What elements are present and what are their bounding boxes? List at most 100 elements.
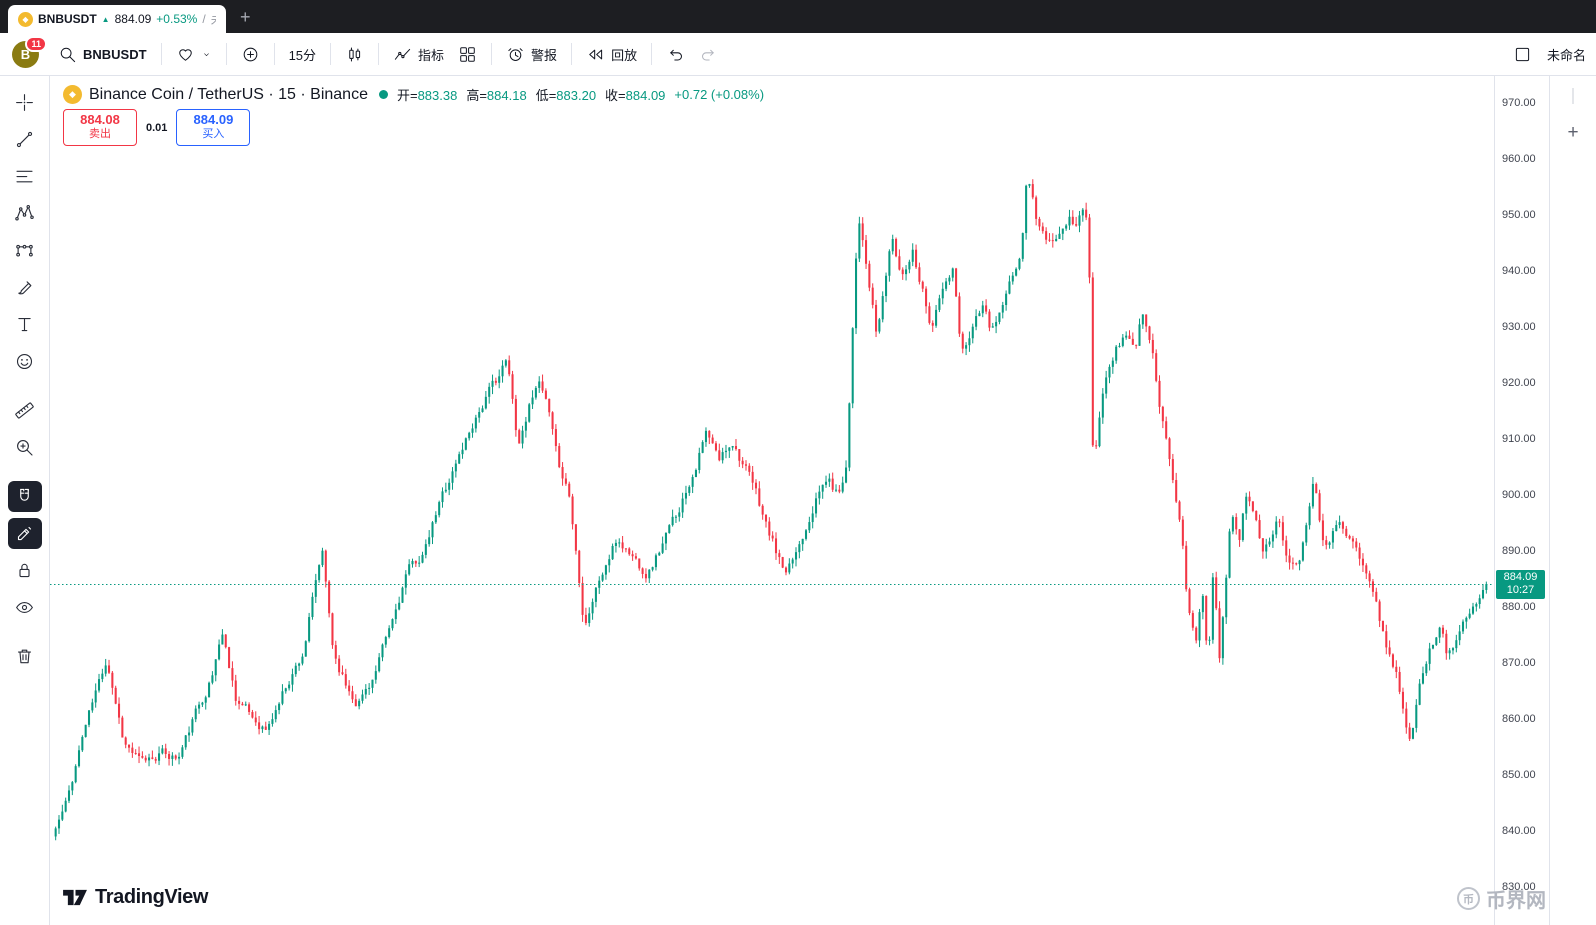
toolbar-separator <box>378 43 380 65</box>
price-tick: 900.00 <box>1502 488 1536 501</box>
layout-name[interactable]: 未命名 <box>1546 47 1586 63</box>
ohlc-values: 开=883.38 高=884.18 低=883.20 收=884.09 +0.7… <box>397 85 764 104</box>
price-tick: 930.00 <box>1502 320 1536 333</box>
open-value: 883.38 <box>417 88 458 103</box>
panel-drag-handle[interactable] <box>1572 88 1574 104</box>
user-avatar[interactable]: B 11 <box>12 35 47 68</box>
tradingview-logo-text: TradingView <box>95 886 209 908</box>
low-label: 低= <box>535 88 557 103</box>
ruler-icon <box>14 400 35 421</box>
site-watermark: 币 币界网 <box>1457 884 1546 913</box>
hide-drawings-button[interactable] <box>6 589 44 626</box>
replay-button[interactable]: 回放 <box>579 40 644 69</box>
brush-tool-button[interactable] <box>6 269 44 306</box>
undo-button[interactable] <box>659 40 692 69</box>
toolbar-right-group: 未命名 <box>1506 40 1586 69</box>
price-tick: 880.00 <box>1502 600 1536 613</box>
toolbar-separator <box>160 43 162 65</box>
avatar-initial: B <box>20 46 31 62</box>
interval-button-label: 15分 <box>288 47 317 63</box>
toolbar-separator <box>571 43 573 65</box>
price-tick: 850.00 <box>1502 768 1536 781</box>
symbol-title[interactable]: Binance Coin / TetherUS · 15 · Binance <box>89 85 368 103</box>
indicators-icon <box>393 45 412 64</box>
lock-all-drawings-button[interactable] <box>6 552 44 589</box>
price-tick: 970.00 <box>1502 96 1536 109</box>
toolbar-separator <box>491 43 493 65</box>
price-axis[interactable]: 970.00 960.00 950.00 940.00 930.00 920.00 910.… <box>1494 76 1549 925</box>
symbol-search-button[interactable]: BNBUSDT <box>51 40 154 69</box>
symbol-search-button-label: BNBUSDT <box>83 46 147 62</box>
toolbar-separator <box>225 43 227 65</box>
last-price-value: 884.09 <box>1503 571 1538 584</box>
interval-button[interactable]: 15分 <box>282 40 323 69</box>
text-tool-button[interactable] <box>6 306 44 343</box>
spread-value: 0.01 <box>146 121 168 134</box>
trash-icon <box>14 646 35 667</box>
trade-buttons: 884.08 卖出 0.01 884.09 买入 <box>63 109 251 146</box>
toolbar-separator <box>651 43 653 65</box>
layout-grid-button[interactable] <box>451 40 484 69</box>
indicators-button-label: 指标 <box>418 47 445 63</box>
toolbar-separator <box>330 43 332 65</box>
ruler-tool-button[interactable] <box>6 392 44 429</box>
price-tick: 840.00 <box>1502 824 1536 837</box>
fib-retracement-tool-button[interactable] <box>6 158 44 195</box>
compare-add-button[interactable] <box>234 40 267 69</box>
save-layout-button[interactable] <box>1506 40 1539 69</box>
sell-label: 卖出 <box>89 128 111 141</box>
watermark-logo-icon: 币 <box>1457 887 1480 910</box>
xabcd-pattern-tool-button[interactable] <box>6 195 44 232</box>
tab-price: 884.09 <box>114 12 152 26</box>
market-status-dot <box>378 90 388 99</box>
emoji-tool-button[interactable] <box>6 343 44 380</box>
sell-button[interactable]: 884.08 卖出 <box>63 109 137 146</box>
trend-line-icon <box>14 129 35 150</box>
indicators-button[interactable]: 指标 <box>386 40 451 69</box>
replay-icon <box>586 45 605 64</box>
up-triangle-icon: ▲ <box>101 14 110 24</box>
alerts-button[interactable]: 警报 <box>499 40 564 69</box>
replay-button-label: 回放 <box>611 47 638 63</box>
price-tick: 920.00 <box>1502 376 1536 389</box>
open-label: 开= <box>396 88 418 103</box>
emoji-icon <box>14 351 35 372</box>
price-tick: 950.00 <box>1502 208 1536 221</box>
add-symbol-button[interactable]: + <box>1567 122 1579 143</box>
zoom-in-tool-button[interactable] <box>6 429 44 466</box>
price-tick: 940.00 <box>1502 264 1536 277</box>
chart-canvas[interactable] <box>50 76 1494 925</box>
prediction-tool-button[interactable] <box>6 232 44 269</box>
chart-tab[interactable]: ◆ BNBUSDT ▲ 884.09 +0.53% / 未命 <box>8 5 226 33</box>
candles-icon <box>345 45 364 64</box>
tradingview-logo-icon <box>63 889 87 906</box>
remove-drawings-button[interactable] <box>6 638 44 675</box>
bnb-logo-icon: ◆ <box>63 85 82 104</box>
magnet-mode-toggle-button[interactable] <box>7 481 42 512</box>
new-tab-button[interactable]: + <box>240 7 251 27</box>
drawing-lock-toggle-button[interactable] <box>7 518 42 549</box>
pencil-lock-icon <box>14 523 35 544</box>
chart-type-button[interactable] <box>338 40 371 69</box>
top-toolbar: B 11 BNBUSDT 15分 指标 警报 回放 未命名 <box>0 33 1596 76</box>
undo-icon <box>666 45 685 64</box>
high-label: 高= <box>466 88 487 103</box>
alerts-button-label: 警报 <box>531 47 558 63</box>
redo-button[interactable] <box>692 40 725 69</box>
drawing-toolbar <box>0 76 50 925</box>
tradingview-logo[interactable]: TradingView <box>63 886 208 909</box>
chart-legend: ◆ Binance Coin / TetherUS · 15 · Binance… <box>63 85 764 104</box>
tab-change-percent: +0.53% <box>156 12 198 26</box>
high-value: 884.18 <box>486 88 527 103</box>
right-panel-strip: + <box>1549 76 1596 925</box>
trend-line-tool-button[interactable] <box>6 121 44 158</box>
chevron-down-icon <box>201 49 212 60</box>
brush-icon <box>14 277 35 298</box>
square-icon <box>1513 45 1532 64</box>
toolbar-left-group: BNBUSDT 15分 指标 警报 回放 <box>51 40 725 69</box>
buy-button[interactable]: 884.09 买入 <box>176 109 251 146</box>
crosshair-tool-button[interactable] <box>6 84 44 121</box>
zoom-icon <box>14 437 35 458</box>
fib-icon <box>14 166 35 187</box>
watchlist-template-button[interactable] <box>169 40 219 69</box>
